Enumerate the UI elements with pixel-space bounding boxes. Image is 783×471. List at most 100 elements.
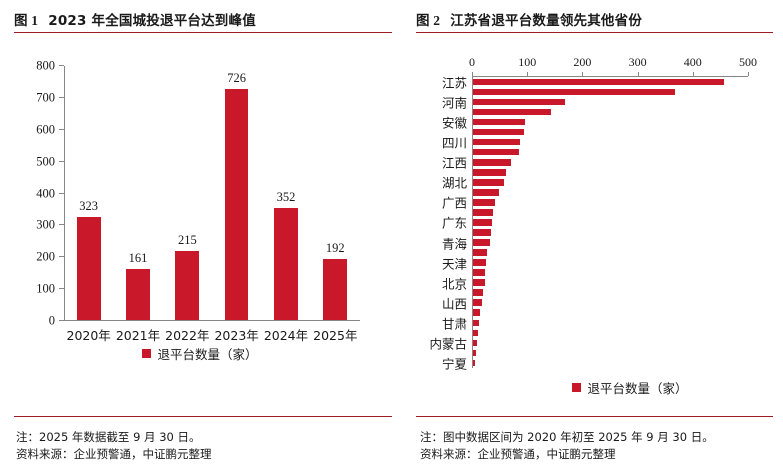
chart-1-y-tick	[59, 160, 64, 162]
chart-2-bar	[473, 209, 494, 216]
chart-2-bar	[473, 159, 511, 166]
chart-2-bar	[473, 249, 487, 256]
chart-2-bar	[473, 199, 495, 206]
chart-2-bar	[473, 219, 493, 226]
chart-2-bar-row	[473, 127, 748, 137]
chart-2-legend: 退平台数量（家）	[486, 378, 774, 397]
chart-2-x-tick-label: 300	[628, 55, 647, 69]
chart-1-y-tick-label: 200	[36, 249, 55, 264]
chart-2-category-label: 河南	[441, 95, 467, 111]
chart-2-x-tick	[527, 72, 529, 76]
chart-1-bar-value-label: 215	[177, 233, 197, 248]
chart-1-bar: 192	[323, 241, 348, 320]
chart-1-bar-value-label: 323	[79, 199, 99, 214]
chart-1-bar-column: 192 2025年	[311, 65, 360, 343]
chart-2-bar	[473, 138, 521, 146]
chart-1-bar-value-label: 192	[325, 240, 345, 255]
chart-2-bar	[473, 259, 487, 266]
chart-2-category-label: 广西	[441, 195, 467, 211]
chart-1-bar: 352	[274, 190, 298, 320]
figure-2-title: 图 2 江苏省退平台数量领先其他省份	[416, 9, 777, 29]
chart-1-bar-value-label: 161	[128, 250, 148, 265]
chart-2-bar-row: 江西	[442, 156, 748, 171]
chart-2-bar-row: 广东	[442, 216, 748, 231]
chart-2-x-axis	[472, 76, 748, 77]
chart-2-bar	[473, 229, 492, 236]
chart-1-x-tick-label: 2023年	[214, 328, 259, 343]
chart-1-y-tick-label: 0	[48, 313, 55, 328]
chart-1-y-tick-label: 500	[36, 154, 55, 169]
chart-2-category-label: 山西	[441, 296, 467, 312]
figure-1-number: 图 1	[14, 13, 39, 28]
chart-2-bar	[473, 169, 506, 176]
chart-2-bar-row	[473, 328, 748, 338]
chart-2-bar	[473, 359, 475, 367]
chart-2-x-tick	[692, 72, 694, 76]
figure-2-note: 注：图中数据区间为 2020 年初至 2025 年 9 月 30 日。	[420, 430, 714, 444]
chart-2-legend-label: 退平台数量（家）	[587, 381, 688, 396]
chart-2-bar-row: 宁夏	[442, 356, 748, 371]
chart-1-bar: 161	[126, 251, 150, 320]
chart-2-bar-row	[473, 187, 748, 197]
chart-2-x-tick-label: 200	[573, 55, 592, 69]
figure-2-footnotes: 注：图中数据区间为 2020 年初至 2025 年 9 月 30 日。 资料来源…	[420, 429, 777, 463]
chart-1-y-tick-label: 400	[36, 186, 55, 200]
chart-1-bar-value-label: 352	[276, 189, 296, 204]
chart-1-bar: 726	[224, 71, 249, 320]
figure-2-title-rule	[416, 32, 773, 33]
chart-1-legend: 退平台数量（家）	[14, 344, 386, 363]
chart-1-bar-group: 323 2020年 161 2021年 215 2022年 726 2023年 352 2024年…	[64, 65, 360, 343]
figure-1-footnote-rule	[14, 416, 392, 417]
chart-2-plot-area: 0 100 200 300 400 500 江苏 河南 安徽 四川 江西 湖北 广西 广东 青海 天津 北京山…	[429, 55, 757, 371]
chart-2-bar-group: 江苏 河南 安徽 四川 江西 湖北 广西 广东 青海 天津 北京 山西 甘肃 内蒙古 宁夏	[429, 76, 748, 371]
chart-2: 0 100 200 300 400 500 江苏 河南 安徽 四川 江西 湖北 广西 广东 青海 天津 北京山…	[416, 48, 774, 396]
chart-2-bar-row: 四川	[442, 136, 748, 151]
chart-2-bar-row	[473, 227, 748, 237]
chart-1-y-tick-label: 700	[36, 90, 55, 105]
chart-2-category-label: 天津	[441, 256, 467, 272]
chart-2-bar	[473, 189, 500, 196]
chart-2-x-tick-label: 500	[739, 55, 757, 69]
chart-2-bar-row: 安徽	[442, 116, 748, 131]
chart-1-y-tick	[59, 128, 64, 130]
chart-1-y-tick	[59, 192, 64, 194]
chart-1-y-tick	[59, 256, 64, 258]
chart-2-bar	[473, 98, 566, 106]
chart-2-bar-row: 山西	[442, 296, 748, 311]
chart-1-y-tick-label: 600	[36, 122, 55, 137]
chart-2-category-label: 甘肃	[441, 316, 467, 332]
figure-2-title-text: 江苏省退平台数量领先其他省份	[450, 13, 643, 29]
chart-1-bar: 215	[175, 233, 200, 320]
chart-2-bar-row	[473, 87, 748, 97]
chart-1-plot-area: 0 100 200 300 400 500 600 700 800 323 2020年 161 202…	[36, 59, 360, 343]
chart-2-x-tick-label: 100	[518, 55, 537, 69]
chart-2-bar	[473, 319, 480, 327]
chart-2-bar-row: 江苏	[442, 76, 748, 91]
chart-2-bar-row: 甘肃	[442, 316, 748, 331]
chart-2-bar	[473, 148, 519, 156]
chart-2-x-tick-label: 400	[683, 55, 702, 69]
figure-2-source: 资料来源：企业预警通，中证鹏元整理	[420, 447, 616, 461]
figure-1-title: 图 1 2023 年全国城投退平台达到峰值	[14, 9, 394, 29]
chart-1-y-axis	[64, 66, 65, 321]
figure-1-panel: 图 1 2023 年全国城投退平台达到峰值 0 100 200 300 400 500 600…	[14, 9, 394, 461]
chart-2-bar	[473, 239, 490, 246]
chart-2-bar-row	[473, 107, 748, 117]
chart-1-y-tick	[59, 65, 64, 66]
figure-2-number: 图 2	[416, 13, 441, 28]
legend-swatch-icon	[142, 349, 152, 358]
chart-2-bar-row	[473, 308, 748, 318]
chart-1-x-tick-label: 2020年	[66, 328, 111, 343]
chart-1-bar-column: 161 2021年	[113, 65, 162, 343]
chart-1-bar-column: 726 2023年	[212, 65, 261, 343]
chart-1-bar-column: 215 2022年	[163, 65, 212, 343]
chart-2-bar	[473, 88, 676, 96]
chart-1-bar-column: 323 2020年	[64, 65, 113, 343]
chart-2-x-tick	[748, 72, 749, 76]
chart-2-bar	[473, 179, 504, 186]
chart-1-x-tick-label: 2022年	[165, 328, 210, 343]
chart-2-bar	[473, 349, 476, 357]
figure-1-title-rule	[14, 32, 392, 33]
chart-1-y-tick-label: 800	[36, 58, 55, 73]
